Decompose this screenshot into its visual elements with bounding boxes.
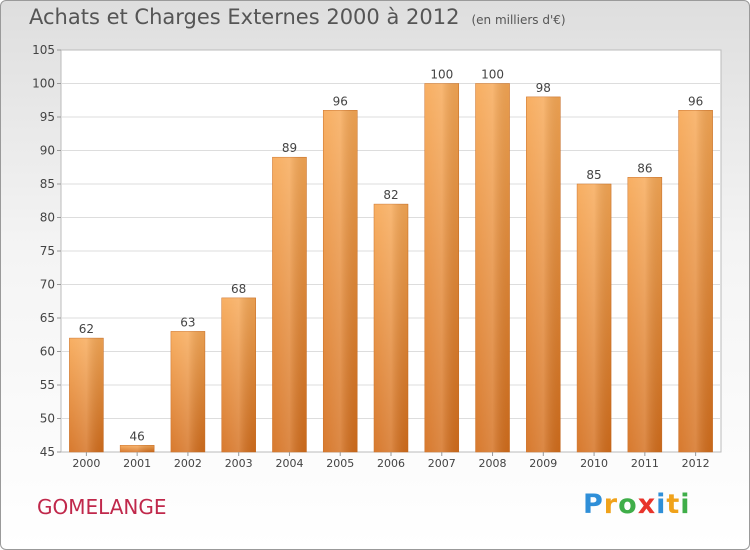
bar-value-label: 89 (282, 141, 297, 155)
x-tick-label: 2012 (682, 457, 710, 470)
y-tick-label: 50 (40, 412, 55, 426)
bar-highlight (424, 83, 459, 452)
y-tick-label: 55 (40, 378, 55, 392)
bar-highlight (627, 177, 662, 453)
bar-value-label: 96 (688, 94, 703, 108)
location-name: GOMELANGE (37, 495, 167, 519)
x-tick-label: 2007 (428, 457, 456, 470)
y-tick-label: 80 (40, 211, 55, 225)
bar-highlight (475, 83, 510, 452)
logo-letter: o (618, 489, 638, 520)
x-tick-label: 2005 (326, 457, 354, 470)
y-tick-label: 100 (32, 77, 55, 91)
bar-value-label: 86 (637, 161, 652, 175)
x-tick-label: 2008 (479, 457, 507, 470)
bar-highlight (170, 331, 205, 452)
bar-value-label: 96 (333, 94, 348, 108)
y-tick-label: 45 (40, 445, 55, 459)
x-tick-label: 2001 (123, 457, 151, 470)
bar-highlight (323, 110, 358, 453)
chart-subtitle: (en milliers d'€) (471, 13, 566, 27)
bar-value-label: 46 (130, 429, 145, 443)
bar-value-label: 68 (231, 282, 246, 296)
bar-highlight (272, 157, 307, 452)
bar-highlight (374, 204, 408, 452)
logo-letter: i (656, 489, 667, 520)
x-tick-label: 2010 (580, 457, 608, 470)
x-tick-label: 2003 (225, 457, 253, 470)
x-tick-label: 2000 (72, 457, 100, 470)
bar-value-label: 82 (383, 188, 398, 202)
x-tick-label: 2004 (275, 457, 303, 470)
y-tick-label: 105 (32, 43, 55, 57)
bar-highlight (120, 445, 155, 452)
bar-highlight (221, 297, 256, 452)
bar-value-label: 100 (430, 68, 453, 82)
bar-highlight (526, 96, 561, 453)
y-tick-label: 75 (40, 244, 55, 258)
bar-value-label: 100 (481, 68, 504, 82)
y-tick-label: 90 (40, 144, 55, 158)
bar-highlight (577, 184, 612, 452)
x-tick-label: 2009 (529, 457, 557, 470)
bar-highlight (678, 110, 713, 453)
y-axis: 45 50 55 60 65 70 75 80 85 90 95 100 105 (32, 43, 61, 459)
x-tick-label: 2011 (631, 457, 659, 470)
y-tick-label: 95 (40, 110, 55, 124)
y-tick-label: 65 (40, 311, 55, 325)
bar-highlight (69, 338, 104, 452)
logo-letter: P (583, 489, 604, 520)
chart-title: Achats et Charges Externes 2000 à 2012 (e… (29, 5, 566, 29)
y-tick-label: 70 (40, 278, 55, 292)
bar-value-label: 85 (586, 168, 601, 182)
bar-value-label: 63 (180, 315, 195, 329)
chart-title-text: Achats et Charges Externes 2000 à 2012 (29, 5, 460, 29)
logo-letter: t (666, 489, 681, 520)
bars: 62 46 63 68 89 96 82 100 100 98 85 86 96 (69, 68, 713, 453)
logo-letter: i (680, 489, 691, 520)
y-tick-label: 60 (40, 345, 55, 359)
logo-letter: r (603, 489, 619, 520)
x-axis: 2000 2001 2002 2003 2004 2005 2006 2007 2008 2009… (72, 452, 710, 470)
proxiti-logo: Proxiti (583, 489, 691, 520)
y-tick-label: 85 (40, 177, 55, 191)
logo-letter: x (637, 489, 657, 520)
bar-value-label: 62 (79, 322, 94, 336)
x-tick-label: 2002 (174, 457, 202, 470)
bar-value-label: 98 (536, 81, 551, 95)
x-tick-label: 2006 (377, 457, 405, 470)
